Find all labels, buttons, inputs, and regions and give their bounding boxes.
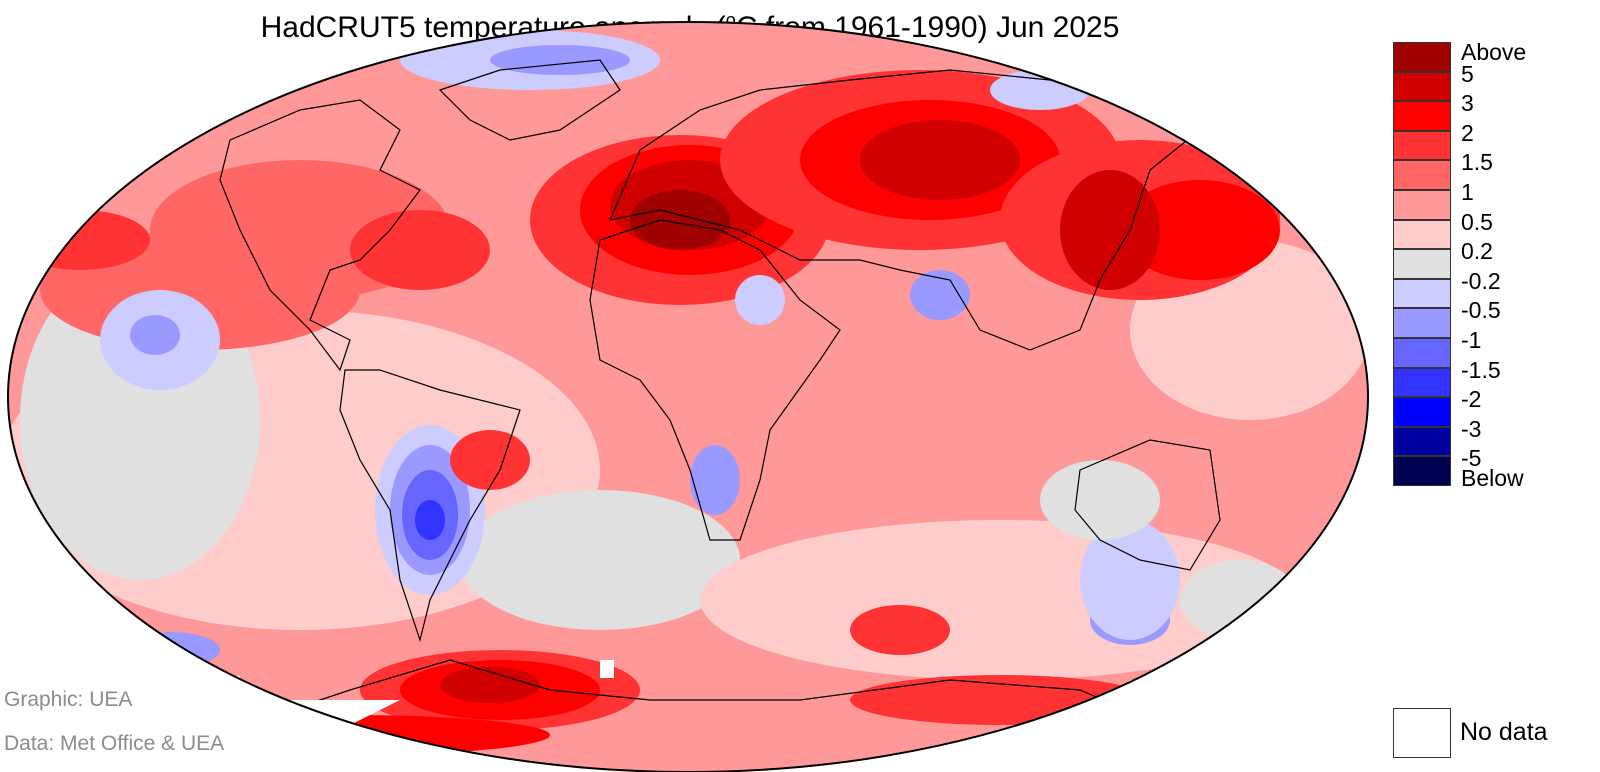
legend-swatch (1393, 42, 1451, 72)
legend-label: 0.2 (1461, 238, 1493, 265)
anomaly-contour (490, 45, 630, 75)
no-data-region (240, 700, 400, 730)
anomaly-contour (460, 490, 740, 630)
anomaly-contour (910, 270, 970, 320)
legend-swatch (1393, 278, 1451, 309)
anomaly-contour (1180, 560, 1300, 640)
anomaly-contour (350, 210, 490, 290)
anomaly-contour (440, 667, 540, 703)
legend-label: Above (1461, 39, 1527, 65)
anomaly-contour (630, 190, 730, 250)
anomaly-contour (1060, 170, 1160, 290)
degree-superscript: o (725, 10, 736, 30)
legend-swatch (1393, 190, 1451, 220)
no-data-label: No data (1460, 718, 1548, 746)
legend-label: 2 (1461, 119, 1474, 146)
anomaly-contour (120, 632, 220, 668)
no-data-swatch (1393, 708, 1451, 758)
legend-swatch (1393, 397, 1451, 427)
coastlines (219, 59, 1221, 721)
legend-swatch (1393, 338, 1451, 368)
anomaly-contour (415, 500, 445, 540)
anomaly-field (8, 22, 1368, 772)
map-border (7, 21, 1369, 772)
legend-swatch (1393, 101, 1451, 131)
anomaly-contour (735, 275, 785, 325)
legend-label: 3 (1461, 90, 1474, 117)
anomaly-contour (1040, 460, 1160, 540)
data-credit: Data: Met Office & UEA (4, 732, 225, 755)
anomaly-contour (1080, 520, 1180, 640)
legend-label: 5 (1461, 60, 1474, 87)
legend-swatch (1393, 160, 1451, 190)
legend-swatch (1393, 219, 1451, 250)
legend-label: -1.5 (1461, 356, 1501, 383)
no-data-region (1110, 680, 1380, 700)
legend-swatch (1393, 426, 1451, 457)
anomaly-map (0, 21, 1380, 772)
legend-swatch (1393, 456, 1451, 486)
legend-swatch (1393, 249, 1451, 279)
legend-swatch (1393, 367, 1451, 398)
legend-label: 1 (1461, 179, 1474, 205)
anomaly-contour (1120, 180, 1280, 280)
legend-swatch (1393, 308, 1451, 338)
anomaly-contour (850, 675, 1150, 725)
legend-swatch (1393, 71, 1451, 102)
graphic-credit: Graphic: UEA (4, 688, 133, 711)
anomaly-contour (850, 605, 950, 655)
legend-label: Below (1461, 465, 1524, 491)
legend-label: -0.2 (1461, 267, 1501, 294)
anomaly-contour (130, 315, 180, 355)
anomaly-contour (860, 120, 1020, 200)
anomaly-contour (10, 210, 150, 270)
legend-label: -0.5 (1461, 297, 1501, 324)
legend-label: -2 (1461, 386, 1482, 413)
legend-label: -3 (1461, 415, 1482, 442)
no-data-region (600, 660, 614, 678)
anomaly-contour (450, 430, 530, 490)
legend-label: 0.5 (1461, 208, 1493, 235)
legend-label: 1.5 (1461, 149, 1493, 176)
legend-swatch (1393, 130, 1451, 161)
anomaly-contour (690, 445, 740, 515)
legend-label: -5 (1461, 445, 1482, 472)
legend-label: -1 (1461, 327, 1482, 353)
no-data-region (0, 676, 240, 700)
